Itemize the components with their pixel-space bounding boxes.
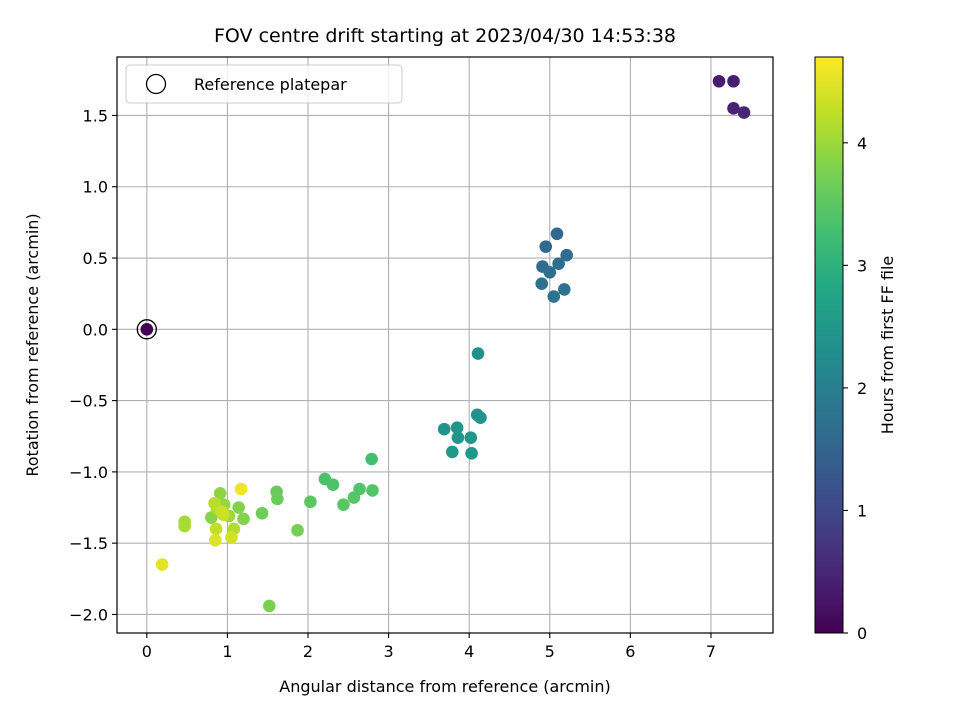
- data-point: [232, 501, 245, 514]
- y-axis-ticks: −2.0 −1.5 −1.0 −0.5 0.0 0.5 1.0 1.5: [69, 106, 117, 624]
- data-point: [437, 422, 451, 436]
- y-tick-label: −0.5: [69, 392, 108, 411]
- plot-frame: [116, 56, 774, 634]
- data-point: [560, 248, 573, 262]
- data-point: [474, 411, 487, 425]
- data-point: [304, 495, 317, 509]
- data-point: [234, 482, 248, 496]
- data-point: [547, 290, 561, 303]
- x-tick-label: 6: [625, 642, 635, 661]
- data-point: [543, 265, 557, 279]
- data-point: [737, 106, 751, 119]
- data-point: [552, 257, 565, 271]
- reference-point-ring: [136, 319, 157, 340]
- x-axis-ticks: 0 1 2 3 4 5 6 7: [142, 633, 716, 661]
- data-point: [451, 431, 465, 444]
- data-point: [263, 599, 276, 613]
- legend: Reference platepar: [125, 64, 403, 104]
- data-point: [445, 445, 459, 459]
- x-tick-label: 2: [303, 642, 313, 661]
- colorbar-tick-label: 2: [857, 379, 867, 398]
- grid: [117, 57, 773, 633]
- reference-point: [140, 323, 154, 336]
- y-tick-label: −2.0: [69, 605, 108, 624]
- data-point: [215, 505, 229, 519]
- colorbar-tick-label: 4: [857, 134, 867, 153]
- x-axis-label: Angular distance from reference (arcmin): [279, 677, 610, 696]
- data-point: [255, 506, 269, 520]
- colorbar-tick-label: 3: [857, 256, 867, 275]
- y-tick-label: −1.0: [69, 463, 108, 482]
- x-tick-label: 4: [464, 642, 474, 661]
- data-point: [209, 522, 223, 536]
- x-tick-label: 0: [142, 642, 152, 661]
- y-tick-label: 1.0: [83, 178, 108, 197]
- legend-marker-reference: [145, 73, 167, 95]
- data-point: [208, 496, 221, 510]
- data-point: [465, 447, 478, 460]
- colorbar-label: Hours from first FF file: [878, 256, 897, 435]
- data-points: [136, 74, 751, 613]
- colorbar-tick-label: 1: [857, 501, 867, 520]
- y-tick-label: 1.5: [83, 106, 108, 125]
- y-tick-label: −1.5: [69, 534, 108, 553]
- colorbar-tick-label: 0: [857, 624, 867, 643]
- data-point: [337, 498, 350, 511]
- colorbar-ticks: 0 1 2 3 4: [843, 134, 867, 643]
- data-point: [209, 534, 222, 547]
- data-point: [539, 240, 553, 253]
- legend-entry-reference: Reference platepar: [194, 75, 347, 94]
- y-axis-label: Rotation from reference (arcmin): [23, 213, 42, 476]
- data-point: [271, 492, 284, 506]
- data-point: [550, 227, 564, 241]
- data-point: [366, 484, 379, 497]
- data-point: [557, 283, 571, 296]
- data-point: [535, 277, 549, 290]
- data-point: [326, 478, 340, 492]
- data-point: [347, 491, 361, 504]
- data-point: [464, 431, 478, 444]
- x-tick-label: 1: [222, 642, 232, 661]
- legend-box: [125, 64, 403, 104]
- data-point: [365, 452, 378, 466]
- data-point: [237, 512, 250, 526]
- data-point: [291, 524, 304, 537]
- data-point: [178, 519, 191, 533]
- data-point: [712, 74, 726, 88]
- data-point: [155, 558, 169, 571]
- data-point: [225, 531, 238, 544]
- colorbar: 0 1 2 3 4 Hours from first FF file: [814, 56, 897, 643]
- x-tick-label: 3: [383, 642, 393, 661]
- data-point: [471, 347, 485, 360]
- y-tick-label: 0.0: [83, 320, 108, 339]
- data-point: [727, 102, 740, 115]
- data-point: [450, 421, 464, 434]
- x-tick-label: 7: [706, 642, 716, 661]
- x-tick-label: 5: [545, 642, 555, 661]
- data-point: [727, 74, 740, 88]
- colorbar-gradient: [814, 56, 844, 634]
- y-tick-label: 0.5: [83, 249, 108, 268]
- data-point: [213, 486, 227, 500]
- chart-title: FOV centre drift starting at 2023/04/30 …: [214, 25, 676, 47]
